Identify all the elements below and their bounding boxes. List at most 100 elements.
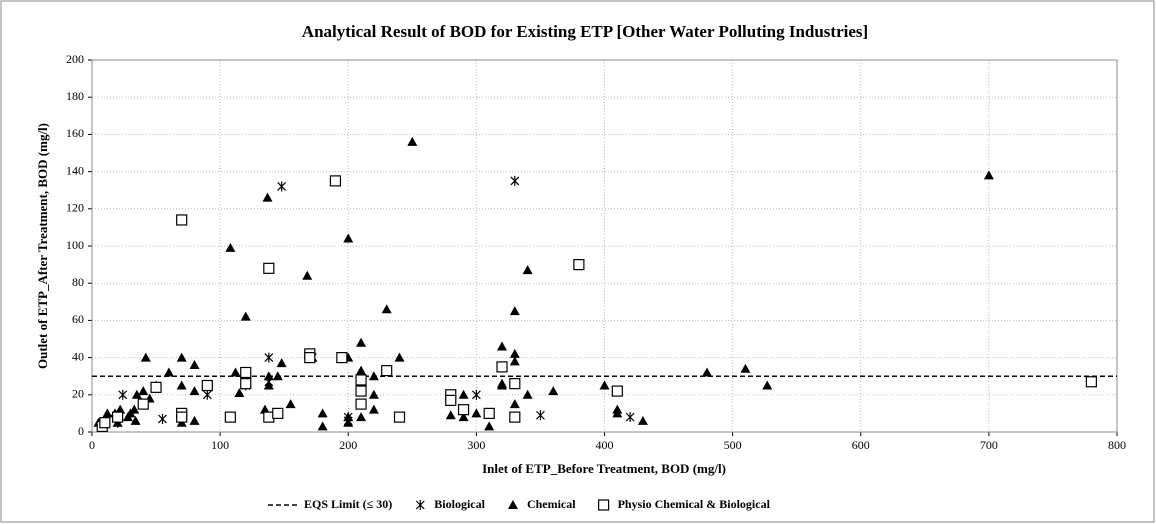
- marker-square: [483, 407, 495, 419]
- marker-triangle: [394, 352, 405, 362]
- marker-square: [176, 214, 188, 226]
- marker-triangle: [343, 412, 354, 422]
- x-tick-label: 400: [596, 438, 614, 452]
- marker-square: [329, 175, 342, 187]
- y-tick-label: 180: [66, 89, 84, 103]
- marker-triangle: [131, 389, 142, 399]
- marker-asterisk: [118, 389, 128, 400]
- legend-label: Biological: [434, 497, 485, 511]
- marker-triangle: [285, 399, 296, 409]
- marker-square: [509, 378, 521, 390]
- marker-triangle: [702, 367, 712, 377]
- marker-asterisk: [264, 352, 274, 363]
- y-tick-label: 60: [72, 312, 84, 326]
- marker-square: [509, 411, 521, 423]
- x-tick-label: 200: [339, 438, 357, 452]
- marker-square: [611, 385, 623, 397]
- x-tick-label: 700: [980, 438, 998, 452]
- marker-triangle: [458, 389, 469, 399]
- marker-triangle: [343, 233, 354, 243]
- marker-triangle: [368, 404, 379, 414]
- marker-triangle: [509, 306, 520, 316]
- marker-square: [336, 352, 348, 364]
- marker-triangle: [522, 265, 533, 275]
- marker-triangle: [140, 352, 151, 362]
- marker-asterisk: [158, 413, 167, 424]
- marker-triangle: [356, 412, 367, 422]
- marker-triangle: [225, 242, 236, 252]
- legend-label: Chemical: [527, 497, 576, 511]
- marker-triangle: [263, 380, 274, 390]
- marker-triangle: [276, 358, 287, 368]
- marker-triangle: [189, 415, 200, 425]
- marker-square: [224, 411, 236, 423]
- marker-triangle: [272, 371, 283, 381]
- marker-triangle: [102, 408, 113, 418]
- y-tick-label: 120: [66, 201, 84, 215]
- marker-square: [304, 352, 316, 364]
- marker-triangle: [262, 192, 273, 202]
- marker-triangle: [176, 352, 187, 362]
- marker-triangle: [234, 387, 245, 397]
- marker-triangle: [599, 380, 610, 390]
- chart-title: Analytical Result of BOD for Existing ET…: [302, 22, 868, 41]
- marker-triangle: [317, 421, 328, 431]
- marker-square: [137, 398, 149, 410]
- legend-label: Physio Chemical & Biological: [618, 497, 771, 511]
- marker-triangle: [740, 363, 751, 373]
- marker-square: [573, 259, 585, 271]
- marker-asterisk: [471, 389, 481, 400]
- marker-triangle: [368, 371, 379, 381]
- marker-asterisk: [536, 410, 545, 421]
- marker-triangle: [317, 408, 328, 418]
- marker-triangle: [497, 341, 507, 351]
- marker-triangle: [983, 170, 994, 180]
- marker-triangle: [176, 380, 187, 390]
- marker-triangle: [343, 417, 354, 427]
- marker-asterisk: [202, 389, 212, 400]
- marker-triangle: [230, 367, 241, 377]
- marker-triangle: [368, 389, 379, 399]
- marker-triangle: [458, 412, 469, 422]
- x-tick-label: 0: [89, 438, 95, 452]
- marker-square: [1085, 376, 1097, 388]
- marker-triangle: [381, 304, 392, 314]
- legend-label: EQS Limit (≤ 30): [304, 497, 392, 511]
- marker-square: [240, 378, 252, 390]
- marker-triangle: [263, 371, 274, 381]
- marker-triangle: [509, 348, 520, 358]
- marker-triangle: [163, 367, 174, 377]
- marker-square: [355, 385, 367, 397]
- marker-triangle: [445, 410, 456, 420]
- marker-square: [393, 411, 406, 423]
- marker-square: [150, 381, 162, 393]
- marker-square: [263, 262, 275, 274]
- x-tick-label: 500: [724, 438, 742, 452]
- marker-square: [201, 379, 213, 392]
- marker-triangle: [138, 386, 149, 396]
- marker-square: [240, 366, 252, 379]
- y-tick-label: 100: [66, 238, 84, 252]
- marker-triangle: [115, 404, 126, 414]
- x-tick-label: 600: [852, 438, 870, 452]
- plot-area: [91, 59, 1118, 433]
- marker-square: [445, 394, 457, 406]
- marker-triangle: [497, 380, 507, 390]
- x-tick-label: 800: [1108, 438, 1126, 452]
- marker-asterisk: [277, 181, 287, 192]
- marker-triangle: [612, 408, 623, 418]
- marker-triangle: [522, 389, 533, 399]
- marker-square: [355, 374, 367, 386]
- x-axis-label: Inlet of ETP_Before Treatment, BOD (mg/l…: [482, 461, 726, 476]
- marker-asterisk: [510, 175, 520, 186]
- marker-square: [99, 417, 111, 429]
- x-tick-label: 300: [467, 438, 485, 452]
- y-tick-label: 20: [72, 387, 84, 401]
- marker-triangle: [548, 386, 559, 396]
- y-tick-label: 140: [66, 163, 84, 177]
- marker-square: [355, 398, 367, 410]
- marker-asterisk: [415, 500, 425, 510]
- marker-triangle: [302, 270, 313, 280]
- y-tick-label: 200: [66, 52, 84, 66]
- y-tick-label: 40: [72, 349, 84, 363]
